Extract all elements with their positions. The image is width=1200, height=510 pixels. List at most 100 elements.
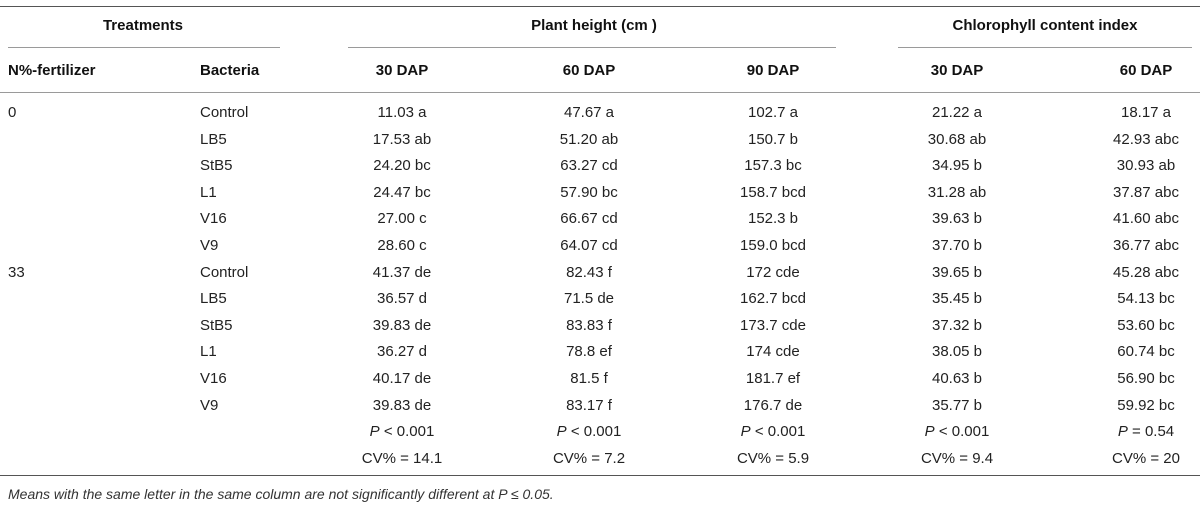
p-symbol: P	[740, 423, 751, 440]
cell-bacteria: LB5	[200, 290, 227, 307]
cell-ph-90dap: 173.7 cde	[740, 317, 806, 334]
cell-ph-90dap: 158.7 bcd	[740, 184, 806, 201]
p-symbol: P	[1117, 423, 1128, 440]
p-symbol: P	[556, 423, 567, 440]
cell-cc-30dap: 34.95 b	[931, 157, 983, 174]
cell-cc-30dap: 39.63 b	[931, 210, 983, 227]
cell-ph-90dap: 159.0 bcd	[740, 237, 806, 254]
cell-cc-60dap: 18.17 a	[1120, 104, 1172, 121]
cell-cc-60dap: 41.60 abc	[1113, 210, 1179, 227]
chlorophyll-underline	[898, 47, 1192, 48]
cell-ph-90dap: 102.7 a	[747, 104, 799, 121]
column-header-cc-60dap: 60 DAP	[1119, 62, 1173, 79]
cell-bacteria: Control	[200, 264, 249, 281]
cell-bacteria: StB5	[200, 317, 233, 334]
cell-ph-90dap: 172 cde	[746, 264, 800, 281]
column-header-ph-90dap: 90 DAP	[746, 62, 800, 79]
cell-cc-60dap: 42.93 abc	[1113, 131, 1179, 148]
cell-ph-30dap: 17.53 ab	[372, 131, 432, 148]
cell-ph-30dap: 11.03 a	[377, 104, 427, 121]
cell-ph-60dap: 71.5 de	[563, 290, 615, 307]
p-value-cell: P = 0.54	[1118, 423, 1174, 441]
cell-cc-30dap: 37.32 b	[931, 317, 983, 334]
cell-ph-60dap: 66.67 cd	[560, 210, 618, 227]
cell-cc-30dap: 38.05 b	[931, 343, 983, 360]
cell-cc-60dap: 53.60 bc	[1117, 317, 1175, 334]
cell-ph-90dap: 174 cde	[746, 343, 800, 360]
cell-cc-30dap: 39.65 b	[931, 264, 983, 281]
header-bottom-rule	[0, 92, 1200, 93]
cell-ph-90dap: 150.7 b	[747, 131, 799, 148]
cell-cc-30dap: 35.77 b	[931, 397, 983, 414]
cell-ph-90dap: 152.3 b	[747, 210, 799, 227]
table-top-rule	[0, 6, 1200, 7]
cell-bacteria: V9	[200, 397, 219, 414]
cell-n-fertilizer: 33	[8, 264, 25, 281]
cell-cc-60dap: 30.93 ab	[1116, 157, 1176, 174]
cv-cell: CV% = 20	[1112, 450, 1180, 467]
cell-ph-90dap: 176.7 de	[743, 397, 803, 414]
cell-cc-30dap: 35.45 b	[931, 290, 983, 307]
cv-cell: CV% = 5.9	[736, 450, 810, 467]
column-header-ph-30dap: 30 DAP	[375, 62, 429, 79]
table-bottom-rule	[0, 475, 1200, 476]
cell-bacteria: L1	[200, 343, 217, 360]
group-header-plant-height: Plant height (cm )	[531, 17, 657, 34]
cell-ph-30dap: 24.47 bc	[373, 184, 431, 201]
cell-ph-60dap: 63.27 cd	[560, 157, 618, 174]
cell-bacteria: Control	[200, 104, 249, 121]
cell-cc-60dap: 56.90 bc	[1117, 370, 1175, 387]
cell-ph-60dap: 83.17 f	[566, 397, 612, 414]
p-value-text: < 0.001	[379, 423, 435, 440]
p-symbol: P	[924, 423, 935, 440]
cell-cc-30dap: 31.28 ab	[927, 184, 987, 201]
cell-bacteria: V9	[200, 237, 219, 254]
cell-ph-60dap: 64.07 cd	[560, 237, 618, 254]
cell-bacteria: StB5	[200, 157, 233, 174]
cell-ph-30dap: 28.60 c	[377, 237, 427, 254]
cell-ph-60dap: 83.83 f	[566, 317, 612, 334]
cell-bacteria: LB5	[200, 131, 227, 148]
cell-cc-60dap: 60.74 bc	[1117, 343, 1175, 360]
cell-n-fertilizer: 0	[8, 104, 17, 121]
cv-cell: CV% = 7.2	[552, 450, 626, 467]
cell-cc-60dap: 54.13 bc	[1117, 290, 1175, 307]
p-value-cell: P < 0.001	[557, 423, 622, 441]
cell-ph-30dap: 24.20 bc	[373, 157, 431, 174]
cell-cc-30dap: 30.68 ab	[927, 131, 987, 148]
p-value-text: = 0.54	[1127, 423, 1175, 440]
column-header-cc-30dap: 30 DAP	[930, 62, 984, 79]
cell-bacteria: V16	[200, 210, 227, 227]
cell-ph-60dap: 81.5 f	[570, 370, 608, 387]
p-value-cell: P < 0.001	[370, 423, 435, 441]
p-value-cell: P < 0.001	[925, 423, 990, 441]
cv-cell: CV% = 14.1	[361, 450, 443, 467]
treatments-underline	[8, 47, 280, 48]
cell-ph-30dap: 39.83 de	[372, 317, 432, 334]
cell-cc-30dap: 21.22 a	[931, 104, 983, 121]
group-header-chlorophyll: Chlorophyll content index	[952, 17, 1138, 34]
cell-ph-60dap: 51.20 ab	[559, 131, 619, 148]
cell-bacteria: V16	[200, 370, 227, 387]
cell-ph-30dap: 41.37 de	[372, 264, 432, 281]
cell-ph-90dap: 162.7 bcd	[740, 290, 806, 307]
p-value-text: < 0.001	[750, 423, 806, 440]
p-symbol: P	[369, 423, 380, 440]
cell-cc-60dap: 59.92 bc	[1117, 397, 1175, 414]
cell-ph-30dap: 36.27 d	[376, 343, 428, 360]
column-header-bacteria: Bacteria	[200, 62, 260, 79]
cell-bacteria: L1	[200, 184, 217, 201]
cell-cc-60dap: 36.77 abc	[1113, 237, 1179, 254]
cell-ph-30dap: 27.00 c	[377, 210, 427, 227]
cell-ph-60dap: 57.90 bc	[560, 184, 618, 201]
column-header-n-fertilizer: N%-fertilizer	[8, 62, 96, 79]
column-header-ph-60dap: 60 DAP	[562, 62, 616, 79]
table-footnote: Means with the same letter in the same c…	[8, 486, 554, 502]
p-value-text: < 0.001	[934, 423, 990, 440]
cell-cc-60dap: 37.87 abc	[1113, 184, 1179, 201]
cell-cc-30dap: 40.63 b	[931, 370, 983, 387]
cell-ph-60dap: 82.43 f	[566, 264, 612, 281]
plant-height-underline	[348, 47, 836, 48]
cell-ph-90dap: 157.3 bc	[744, 157, 802, 174]
